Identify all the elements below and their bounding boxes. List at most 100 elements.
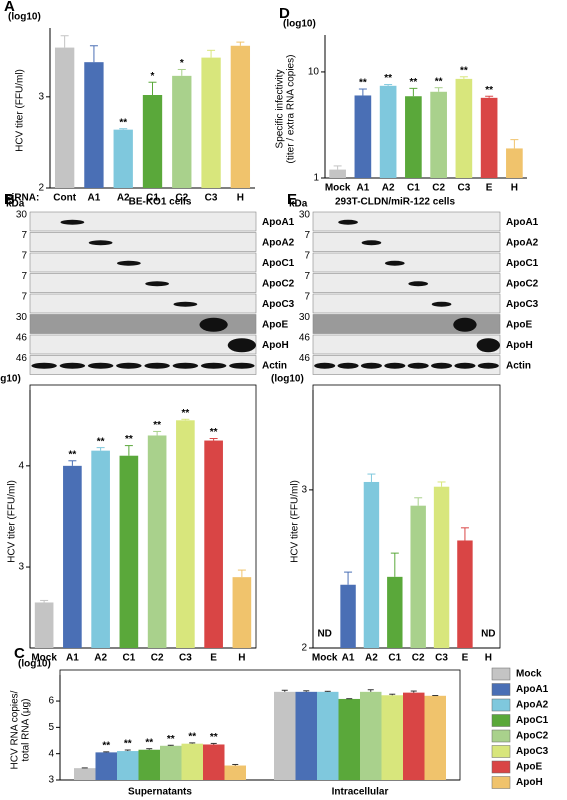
blot-marker: 30 bbox=[16, 312, 28, 323]
blot-label: ApoA1 bbox=[506, 217, 539, 228]
legend-swatch bbox=[491, 729, 511, 743]
blot-label: Actin bbox=[506, 360, 531, 371]
y-tick-label: 4 bbox=[48, 748, 54, 759]
bar bbox=[147, 435, 167, 648]
bar bbox=[113, 129, 133, 188]
x-tick-label: C1 bbox=[407, 183, 420, 194]
blot-label: ApoC3 bbox=[506, 299, 539, 310]
blot-band bbox=[453, 317, 477, 332]
blot-marker: 7 bbox=[304, 292, 310, 303]
x-tick-label: H bbox=[511, 183, 518, 194]
blot-band bbox=[31, 362, 57, 369]
x-tick-label: C3 bbox=[179, 653, 192, 664]
blot-strip bbox=[312, 232, 501, 252]
blot-label: ApoA2 bbox=[262, 237, 295, 248]
x-tick-label: C2 bbox=[151, 653, 164, 664]
x-tick-label: A1 bbox=[356, 183, 369, 194]
y-tick-label: 4 bbox=[18, 460, 24, 471]
blot-marker: 30 bbox=[299, 210, 311, 221]
blot-band bbox=[144, 362, 170, 369]
significance-label: ** bbox=[409, 77, 417, 88]
blot-marker: 46 bbox=[16, 333, 28, 344]
x-tick-label: A2 bbox=[382, 183, 395, 194]
x-tick-label: C2 bbox=[432, 183, 445, 194]
x-tick-label: C2 bbox=[412, 653, 425, 664]
bar bbox=[338, 698, 360, 780]
significance-label: ** bbox=[188, 732, 196, 743]
blot-label: ApoA2 bbox=[506, 237, 539, 248]
blot-strip bbox=[312, 252, 501, 273]
blot-strip bbox=[29, 293, 257, 314]
y-unit: (log10) bbox=[18, 659, 51, 670]
blot-label: ApoC1 bbox=[506, 258, 539, 269]
blot-title: 293T-CLDN/miR-122 cells bbox=[335, 197, 455, 208]
blot-marker: 46 bbox=[299, 353, 311, 364]
significance-label: ** bbox=[485, 85, 493, 96]
blot-strip bbox=[29, 211, 257, 232]
bar bbox=[379, 85, 397, 178]
legend-label: ApoC3 bbox=[516, 746, 549, 757]
bar bbox=[176, 420, 195, 648]
significance-label: * bbox=[151, 71, 155, 82]
blot-strip bbox=[312, 273, 501, 293]
blot-band bbox=[338, 219, 358, 225]
blot-band bbox=[60, 219, 85, 225]
significance-label: ** bbox=[460, 65, 468, 76]
bar bbox=[203, 744, 225, 780]
panel-letter: D bbox=[279, 5, 290, 22]
significance-label: * bbox=[180, 58, 184, 69]
panel-letter: E bbox=[287, 191, 297, 208]
blot-strip bbox=[29, 334, 257, 355]
legend-label: ApoH bbox=[516, 777, 543, 788]
bar bbox=[119, 455, 139, 648]
significance-label: ** bbox=[153, 420, 161, 431]
significance-label: ** bbox=[384, 73, 392, 84]
y-tick-label: 3 bbox=[48, 775, 54, 786]
x-tick-label: C1 bbox=[146, 193, 159, 204]
significance-label: ** bbox=[210, 732, 218, 743]
x-tick-label: A2 bbox=[117, 193, 130, 204]
significance-label: ** bbox=[167, 734, 175, 745]
legend-swatch bbox=[491, 667, 511, 681]
x-tick-label: C2 bbox=[175, 193, 188, 204]
x-tick-label: E bbox=[210, 653, 217, 664]
bar bbox=[360, 691, 382, 780]
y-axis-label: HCV titer (FFU/ml) bbox=[7, 480, 18, 563]
blot-label: ApoC1 bbox=[262, 258, 295, 269]
bar bbox=[430, 91, 447, 178]
bar bbox=[317, 691, 339, 780]
bar bbox=[181, 743, 203, 780]
blot-strip bbox=[29, 355, 257, 375]
significance-label: ** bbox=[359, 78, 367, 89]
legend-label: ApoA2 bbox=[516, 700, 549, 711]
bar bbox=[387, 576, 403, 648]
blot-label: ApoH bbox=[262, 340, 289, 351]
significance-label: ** bbox=[119, 117, 127, 128]
x-tick-label: Cont bbox=[53, 193, 76, 204]
value-label: ND bbox=[481, 629, 495, 640]
bar bbox=[354, 95, 372, 178]
legend-swatch bbox=[491, 698, 511, 712]
blot-band bbox=[384, 362, 406, 369]
y-unit: (log10) bbox=[271, 374, 304, 385]
blot-strip bbox=[312, 314, 501, 334]
blot-marker: 46 bbox=[299, 333, 311, 344]
blot-marker: 46 bbox=[16, 353, 28, 364]
y-axis-label: HCV RNA copies/ bbox=[10, 690, 21, 769]
bar bbox=[405, 96, 422, 178]
bar bbox=[91, 450, 110, 648]
x-tick-label: H bbox=[238, 653, 245, 664]
blot-label: ApoE bbox=[506, 319, 532, 330]
blot-band bbox=[431, 301, 452, 307]
x-tick-label: Mock bbox=[325, 183, 351, 194]
significance-label: ** bbox=[68, 449, 76, 460]
significance-label: ** bbox=[124, 739, 132, 750]
blot-band bbox=[145, 281, 169, 287]
blot-strip bbox=[312, 211, 501, 232]
significance-label: ** bbox=[145, 737, 153, 748]
bar bbox=[84, 62, 104, 189]
x-tick-label: E bbox=[486, 183, 493, 194]
blot-label: ApoC2 bbox=[262, 278, 295, 289]
bar bbox=[480, 97, 498, 178]
bar bbox=[54, 47, 75, 189]
